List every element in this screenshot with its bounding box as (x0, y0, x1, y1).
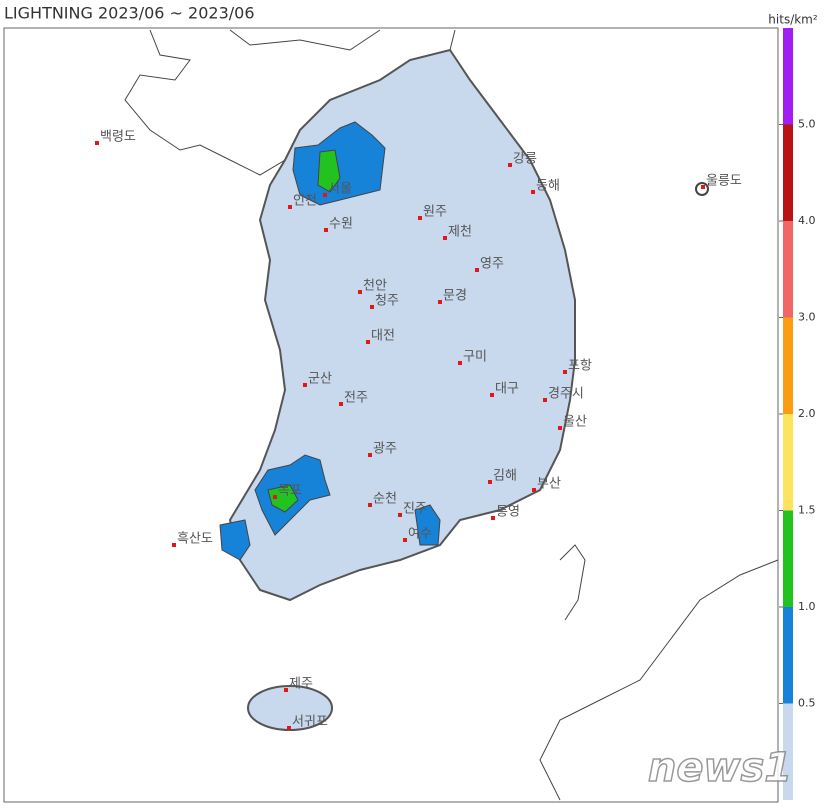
colorbar-band (783, 124, 793, 221)
colorbar-label: 1.5 (798, 504, 816, 517)
city-label: 전주 (344, 391, 368, 406)
city-label: 청주 (375, 294, 399, 309)
city-label: 통영 (496, 505, 520, 520)
japan-outline (539, 544, 779, 801)
colorbar-band (783, 414, 793, 511)
city-label: 영주 (480, 257, 504, 272)
city-label: 진주 (403, 502, 427, 517)
city-dot (287, 726, 291, 730)
city-label: 문경 (443, 289, 467, 304)
city-label: 동해 (536, 179, 560, 194)
city-label: 대구 (495, 382, 519, 397)
city-dot (323, 193, 327, 197)
city-label: 군산 (308, 372, 332, 387)
city-label: 인천 (293, 194, 317, 209)
city-dot (368, 503, 372, 507)
region-blue (414, 504, 441, 546)
city-label: 김해 (493, 469, 517, 484)
city-dot (701, 185, 705, 189)
city-dot (438, 300, 442, 304)
city-dot (358, 290, 362, 294)
city-label: 서귀포 (292, 715, 328, 730)
city-label: 제천 (448, 225, 472, 240)
city-label: 천안 (363, 279, 387, 294)
title: LIGHTNING 2023/06 ~ 2023/06 (4, 4, 255, 23)
colorbar-band (783, 703, 793, 800)
region-blue (219, 519, 251, 561)
city-label: 제주 (289, 677, 313, 692)
city-dot (418, 216, 422, 220)
city-dot (490, 393, 494, 397)
city-label: 부산 (537, 477, 561, 492)
region-green (267, 484, 299, 513)
city-label: 서울 (328, 182, 352, 197)
city-dot (475, 268, 479, 272)
colorbar-label: 3.0 (798, 311, 816, 324)
city-label: 경주시 (548, 387, 584, 402)
city-label: 광주 (373, 442, 397, 457)
city-dot (339, 402, 343, 406)
city-dot (366, 340, 370, 344)
city-dot (443, 236, 447, 240)
city-dot (288, 205, 292, 209)
city-label: 구미 (463, 350, 487, 365)
city-dot (370, 305, 374, 309)
city-dot (558, 426, 562, 430)
city-label: 순천 (373, 492, 397, 507)
colorbar-label: 1.0 (798, 600, 816, 613)
city-dot (273, 495, 277, 499)
city-dot (172, 543, 176, 547)
region-blue (292, 121, 386, 206)
city-label: 수원 (329, 217, 353, 232)
colorbar-label: 0.5 (798, 697, 816, 710)
city-label: 원주 (423, 205, 447, 220)
city-label: 목포 (278, 484, 302, 499)
city-label: 백령도 (100, 130, 136, 145)
city-label: 울산 (563, 415, 587, 430)
region-green (317, 149, 341, 193)
city-label: 대전 (371, 329, 395, 344)
city-dot (508, 163, 512, 167)
legend-unit: hits/km² (768, 13, 818, 27)
colorbar: 0.5 1.0 1.5 2.0 3.0 4.0 5.0 (779, 28, 816, 800)
colorbar-band (783, 221, 793, 318)
colorbar-label: 4.0 (798, 214, 816, 227)
colorbar-band (783, 28, 793, 125)
city-dot (532, 488, 536, 492)
colorbar-label: 2.0 (798, 407, 816, 420)
city-label: 여수 (408, 527, 432, 542)
city-dot (491, 516, 495, 520)
city-dot (458, 361, 462, 365)
city-label: 포항 (568, 359, 592, 374)
watermark: news1 (648, 745, 792, 791)
city-dot (543, 398, 547, 402)
colorbar-band (783, 607, 793, 704)
colorbar-band (783, 510, 793, 607)
city-dot (531, 190, 535, 194)
city-dot (303, 383, 307, 387)
city-dot (95, 141, 99, 145)
city-dot (398, 513, 402, 517)
city-dot (368, 453, 372, 457)
city-dot (324, 228, 328, 232)
colorbar-band (783, 317, 793, 414)
city-dot (284, 688, 288, 692)
city-dot (563, 370, 567, 374)
city-label: 강릉 (513, 152, 537, 167)
city-label: 울릉도 (706, 174, 742, 189)
city-label: 흑산도 (177, 532, 213, 547)
city-dot (403, 538, 407, 542)
city-dot (488, 480, 492, 484)
colorbar-label: 5.0 (798, 118, 816, 131)
